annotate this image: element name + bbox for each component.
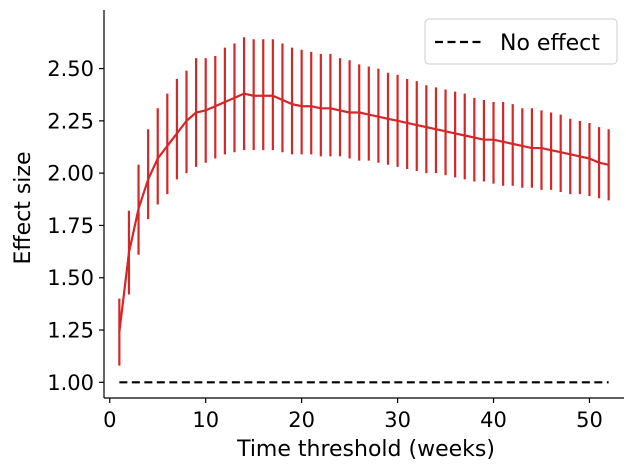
x-tick-label: 40: [480, 408, 507, 432]
y-tick-label: 1.50: [47, 266, 94, 290]
x-axis-label: Time threshold (weeks): [236, 437, 495, 462]
legend-box: [424, 18, 618, 65]
y-tick-label: 1.25: [47, 319, 94, 343]
ticks-layer: 0 10 20 30 40 50 1.00 1.25 1.50 1.75 2.00 2.25 2.50: [47, 57, 603, 432]
legend-no-effect-label: No effect: [500, 31, 600, 56]
y-tick-label: 1.75: [47, 214, 94, 238]
x-tick-label: 50: [576, 408, 603, 432]
axes-layer: [103, 10, 624, 399]
y-tick-label: 1.00: [47, 371, 94, 395]
errorbars-layer: [118, 37, 610, 366]
y-tick-label: 2.25: [47, 109, 94, 133]
effect-size-line: [118, 92, 609, 333]
x-tick-label: 0: [103, 408, 116, 432]
y-axis-label: Effect size: [11, 152, 36, 265]
x-tick-label: 30: [384, 408, 411, 432]
x-tick-label: 10: [192, 408, 219, 432]
y-tick-label: 2.50: [47, 57, 94, 81]
y-tick-label: 2.00: [47, 162, 94, 186]
x-tick-label: 20: [288, 408, 315, 432]
series-layer: [118, 92, 609, 384]
legend: No effect: [424, 18, 618, 65]
